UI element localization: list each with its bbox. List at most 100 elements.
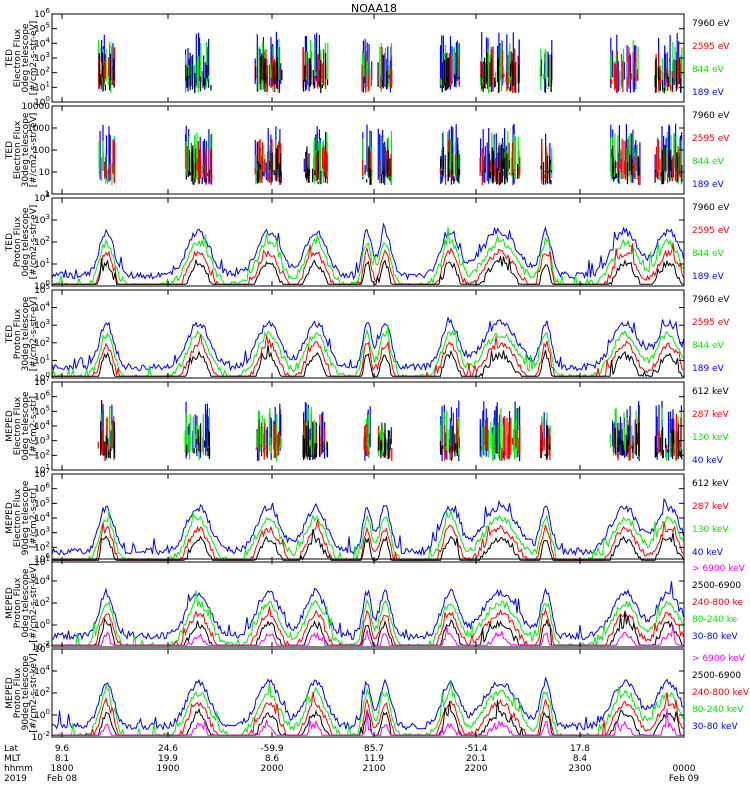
- y-tick-label: 1: [44, 190, 50, 200]
- y-tick-label: 106: [34, 7, 50, 20]
- y-axis-label: Proton Flux: [13, 577, 23, 628]
- x-row-label: 2019: [4, 774, 27, 784]
- plot-area: [52, 222, 684, 286]
- series-189-ev: [52, 317, 684, 373]
- y-tick-label: 100: [33, 146, 50, 156]
- y-axis-label: 30deg telescope: [21, 296, 31, 371]
- y-axis-label: MEPED: [5, 677, 15, 709]
- plot-area: [52, 676, 684, 737]
- legend-entry: 240-800 ke: [692, 598, 743, 608]
- legend-entry: 7960 eV: [692, 19, 730, 29]
- legend-entry: 130 keV: [692, 433, 729, 443]
- x-tick-label-hhmm: 2100: [363, 764, 386, 774]
- legend-entry: 40 keV: [692, 548, 724, 558]
- y-axis-label: [#/cm2-s-str]: [29, 396, 39, 456]
- flux-trace: [52, 676, 684, 732]
- flux-trace: [52, 324, 684, 378]
- legend-entry: 844 eV: [692, 157, 725, 167]
- x-tick-label-mlt: 20.1: [466, 754, 486, 764]
- y-axis-label: 90deg telescope: [21, 480, 31, 555]
- legend-entry: 2500-6900: [692, 671, 741, 681]
- legend-entry: 130 keV: [692, 525, 729, 535]
- plot-area: [52, 581, 684, 647]
- y-axis-label: Electron Flux: [13, 28, 23, 87]
- flux-trace: [52, 611, 684, 646]
- legend-entry: > 6900 keV: [692, 654, 746, 664]
- x-tick-label-hhmm: 2300: [569, 764, 592, 774]
- flux-trace: [52, 317, 684, 373]
- series-612-kev: [52, 529, 684, 562]
- legend-entry: 80-240 ke: [692, 615, 738, 625]
- legend-entry: 2595 eV: [692, 134, 730, 144]
- flux-trace: [52, 222, 684, 281]
- y-axis-label: [#/cm2-s-str-eV]: [29, 205, 39, 280]
- legend-entry: 2595 eV: [692, 318, 730, 328]
- legend-entry: 7960 eV: [692, 295, 730, 305]
- plot-area: [52, 497, 684, 562]
- legend-entry: 189 eV: [692, 88, 725, 98]
- series-189-ev: [52, 222, 684, 281]
- legend-entry: 7960 eV: [692, 111, 730, 121]
- series-7960-ev: [52, 344, 684, 378]
- flux-trace: [52, 581, 684, 642]
- x-tick-label-lat: 24.6: [158, 744, 178, 754]
- series--6900-kev: [52, 624, 684, 646]
- y-axis-label: Electron Flux: [13, 396, 23, 455]
- y-axis-label: 0deg telescope: [21, 23, 31, 93]
- series-7960-ev: [98, 52, 682, 94]
- legend-entry: > 6900 keV: [692, 564, 746, 574]
- x-tick-label-mlt: 8.4: [573, 754, 588, 764]
- y-axis-label: 30deg telescope: [21, 112, 31, 187]
- legend-entry: 189 eV: [692, 364, 725, 374]
- legend-entry: 612 keV: [692, 479, 729, 489]
- plot-area: [97, 400, 683, 462]
- x-tick-label-hhmm: 0000: [673, 764, 696, 774]
- legend-entry: 844 eV: [692, 249, 725, 259]
- series--6900-kev: [52, 708, 684, 737]
- y-axis-label: 0deg telescope: [21, 568, 31, 638]
- x-tick-label-mlt: 8.1: [55, 754, 69, 764]
- series-30-80-kev: [52, 676, 684, 732]
- flux-trace: [52, 624, 684, 646]
- plot-area: [98, 123, 683, 186]
- x-tick-label-date: Feb 08: [47, 774, 78, 784]
- x-tick-label-lat: -59.9: [260, 744, 284, 754]
- y-axis-label: [#/cm2-s-str-eV]: [29, 113, 39, 188]
- x-tick-label-date: Feb 09: [669, 774, 700, 784]
- y-axis-label: Proton Flux: [13, 216, 23, 267]
- legend-entry: 80-240 keV: [692, 705, 744, 715]
- legend-entry: 7960 eV: [692, 203, 730, 213]
- y-axis-label: TED: [5, 141, 15, 160]
- x-row-label: MLT: [4, 754, 22, 764]
- plot-area: [52, 317, 684, 378]
- y-axis-label: Proton Flux: [13, 308, 23, 359]
- legend-entry: 40 keV: [692, 456, 724, 466]
- legend-entry: 844 eV: [692, 341, 725, 351]
- y-axis-label: MEPED: [5, 502, 15, 534]
- flux-trace: [52, 529, 684, 562]
- y-axis-label: 0deg telescope: [21, 391, 31, 461]
- legend-entry: 240-800 keV: [692, 688, 750, 698]
- series-40-kev: [52, 497, 684, 557]
- legend-entry: 2595 eV: [692, 226, 730, 236]
- y-axis-label: 0deg telescope: [21, 207, 31, 277]
- x-row-label: hhmm: [4, 764, 33, 774]
- plot-area: [97, 31, 683, 94]
- figure-title: NOAA18: [351, 2, 397, 15]
- y-axis-label: [#/cm2-s-str-keV]: [29, 653, 39, 732]
- y-axis-label: MEPED: [5, 410, 15, 442]
- y-tick-label: 10000: [21, 102, 50, 112]
- y-axis-label: [#/cm2-s-str-keV]: [29, 563, 39, 642]
- legend-entry: 844 eV: [692, 65, 725, 75]
- legend-entry: 287 keV: [692, 410, 729, 420]
- legend-entry: 2500-6900: [692, 581, 741, 591]
- legend-entry: 287 keV: [692, 502, 729, 512]
- y-axis-label: Proton Flux: [13, 667, 23, 718]
- legend-entry: 189 eV: [692, 272, 725, 282]
